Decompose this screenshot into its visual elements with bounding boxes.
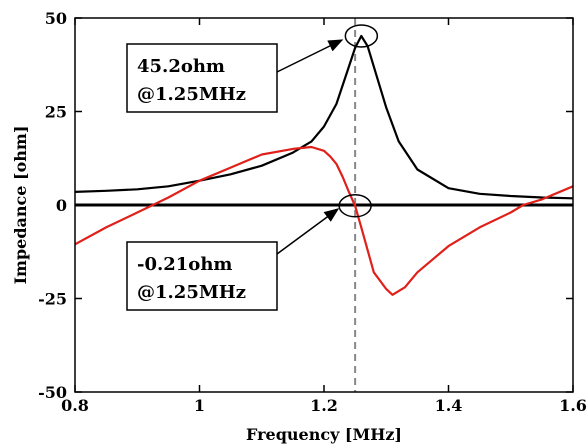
annotation-arrow <box>276 208 340 255</box>
x-tick-label: 1 <box>194 396 205 415</box>
annotation-value: -0.21ohm <box>137 254 232 275</box>
annotation-arrow <box>276 39 344 73</box>
impedance-magnitude-line <box>74 34 574 200</box>
annotations-layer: 45.2ohm @1.25MHz -0.21ohm @1.25MHz <box>126 24 379 311</box>
annotation-frequency: @1.25MHz <box>137 282 246 303</box>
annotation-frequency: @1.25MHz <box>137 84 246 105</box>
ticks-layer: 0.8 1 1.2 1.4 1.6 -50 -25 0 25 50 <box>38 9 587 415</box>
y-tick-label: 50 <box>45 9 67 28</box>
y-tick-label: 0 <box>56 196 67 215</box>
annotation-value: 45.2ohm <box>137 56 225 77</box>
x-tick-label: 1.6 <box>559 396 587 415</box>
x-axis-title: Frequency [MHz] <box>246 425 402 444</box>
annotation-box <box>126 241 278 311</box>
highlight-circle <box>338 194 372 218</box>
impedance-phase-line <box>74 145 574 296</box>
x-tick-label: 1.2 <box>310 396 338 415</box>
lines-layer <box>74 18 574 392</box>
x-tick-label: 1.4 <box>435 396 463 415</box>
x-tick-label: 0.8 <box>61 396 89 415</box>
highlight-circle <box>344 24 379 48</box>
y-tick-label: -50 <box>38 383 67 402</box>
y-tick-label: 25 <box>45 103 67 122</box>
y-axis-title: Impedance [ohm] <box>11 126 30 285</box>
y-tick-label: -25 <box>38 290 67 309</box>
annotation-box <box>126 43 278 113</box>
